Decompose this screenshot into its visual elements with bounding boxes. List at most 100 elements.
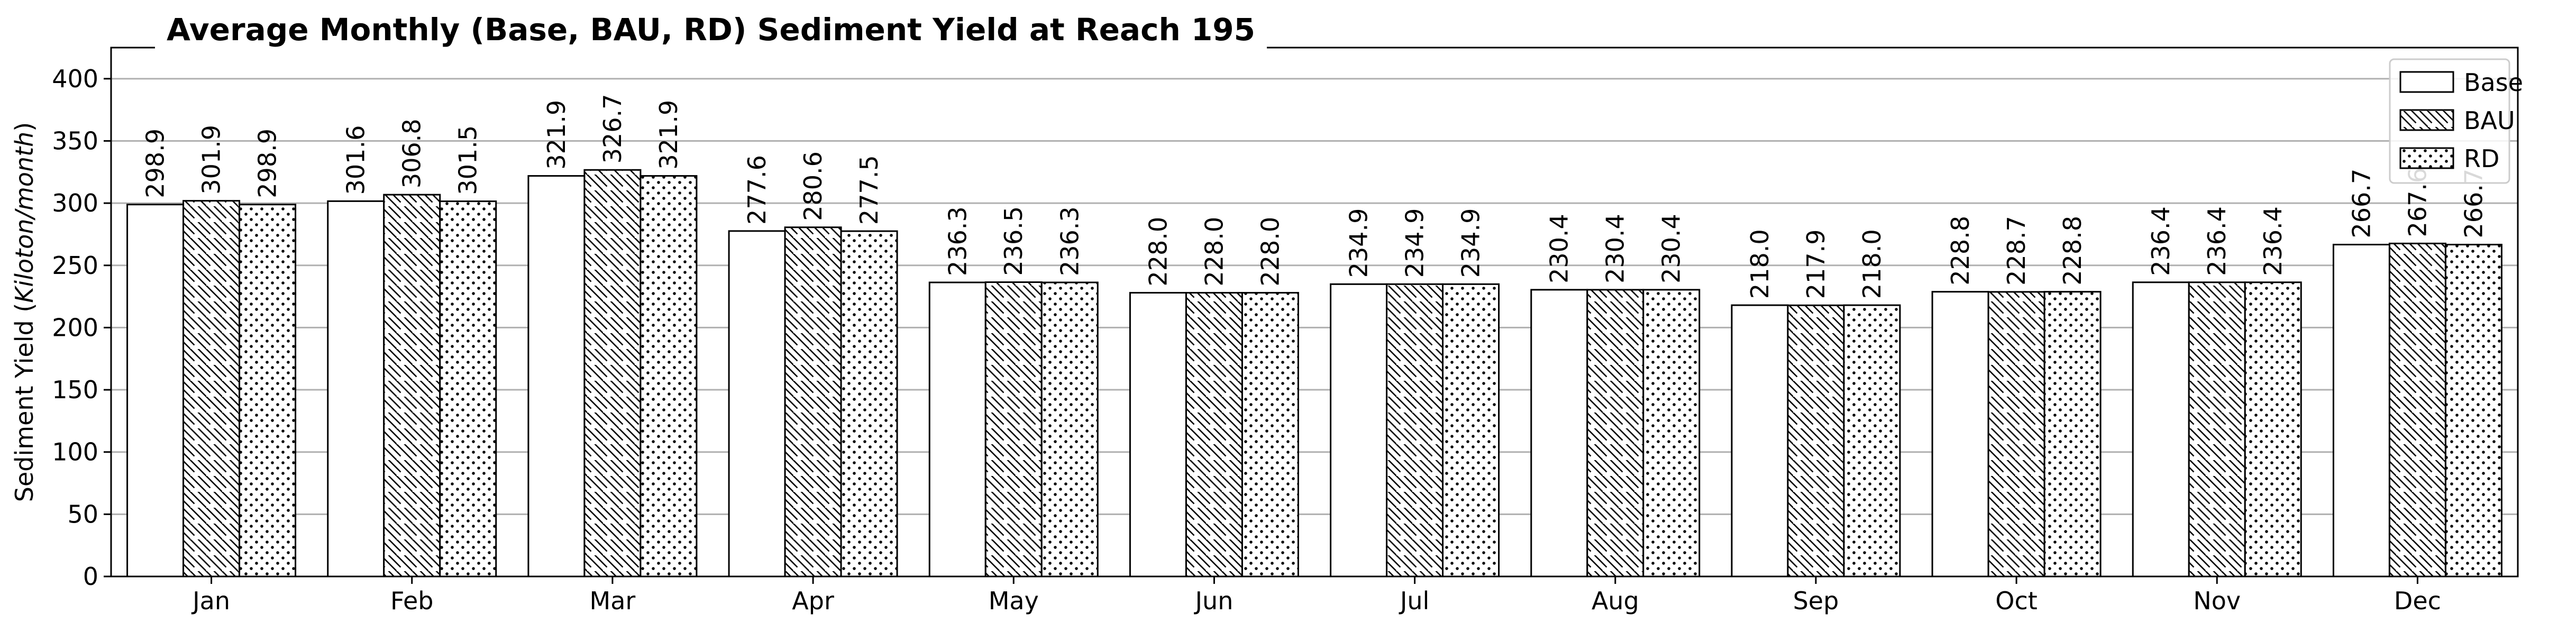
y-gridlines	[111, 78, 2518, 515]
bar-value-label: 236.3	[943, 206, 972, 276]
x-tick-label: Jan	[191, 587, 230, 615]
y-tick-label: 50	[67, 500, 98, 528]
bar-rd-feb	[439, 200, 497, 578]
bar-value-label: 234.9	[1345, 208, 1373, 278]
y-tick-label: 250	[52, 251, 98, 280]
x-tick-label: Dec	[2394, 587, 2441, 615]
x-tick-label: Sep	[1793, 587, 1839, 615]
bar-base-oct	[1931, 291, 1989, 578]
bar-value-label: 228.8	[2058, 216, 2087, 286]
y-tick-label: 0	[83, 562, 98, 591]
y-axis-title-prefix: Sediment Yield (	[10, 303, 39, 502]
bar-bau-sep	[1787, 304, 1845, 578]
bar-bau-jan	[182, 200, 241, 578]
x-tick-label: Feb	[390, 587, 433, 615]
bar-value-label: 228.8	[1946, 216, 1975, 286]
bar-rd-jan	[239, 204, 297, 578]
bar-value-label: 277.6	[743, 155, 771, 225]
bar-bau-may	[984, 281, 1043, 578]
x-tick-label: Oct	[1995, 587, 2038, 615]
bar-value-label: 306.8	[398, 118, 426, 188]
bar-value-label: 298.9	[253, 129, 282, 198]
legend-swatch-base	[2399, 71, 2454, 93]
bar-bau-nov	[2188, 281, 2246, 578]
bar-value-label: 234.9	[1457, 208, 1485, 278]
chart-title: Average Monthly (Base, BAU, RD) Sediment…	[167, 12, 1255, 48]
y-tick-label: 100	[52, 438, 98, 466]
y-tick-label: 150	[52, 375, 98, 404]
bar-value-label: 228.7	[2002, 216, 2031, 286]
legend-swatch-bau	[2399, 109, 2454, 131]
bar-value-label: 236.3	[1055, 206, 1084, 276]
bar-bau-apr	[784, 226, 842, 578]
bar-value-label: 277.5	[855, 155, 883, 225]
bar-bau-jun	[1185, 292, 1243, 578]
x-tick-label: Aug	[1592, 587, 1639, 615]
bar-base-apr	[728, 230, 786, 578]
bar-value-label: 230.4	[1601, 214, 1630, 283]
bar-value-label: 236.4	[2203, 206, 2231, 276]
bar-base-mar	[527, 175, 586, 578]
y-axis: 0 50 100 150 200 250 300 350 400	[52, 65, 111, 591]
bar-value-label: 266.7	[2347, 169, 2376, 239]
x-tick-label: Mar	[590, 587, 636, 615]
x-tick-label: Apr	[792, 587, 834, 615]
bar-bau-jul	[1386, 283, 1444, 578]
legend-label-base: Base	[2464, 68, 2523, 97]
bar-rd-aug	[1642, 289, 1701, 578]
bar-rd-sep	[1843, 304, 1901, 578]
bar-value-label: 228.0	[1200, 217, 1228, 287]
bar-rd-jul	[1442, 283, 1500, 578]
x-tick-label: May	[989, 587, 1039, 615]
bar-base-sep	[1731, 304, 1789, 578]
bar-value-label: 234.9	[1401, 208, 1429, 278]
bar-value-label: 236.5	[999, 206, 1028, 276]
x-tick-label: Nov	[2193, 587, 2241, 615]
bar-value-label: 280.6	[799, 151, 827, 221]
bar-value-labels: 298.9 301.9 298.9 301.6 306.8 301.5 321.9 326.7…	[141, 94, 2488, 299]
y-axis-title-unit: Kiloton/month	[10, 132, 39, 303]
bar-value-label: 321.9	[542, 100, 571, 170]
bar-bau-aug	[1586, 289, 1645, 578]
bar-bau-dec	[2388, 242, 2446, 578]
bar-base-nov	[2132, 281, 2190, 578]
bar-value-label: 236.4	[2259, 206, 2287, 276]
legend-swatch-rd	[2399, 147, 2454, 169]
bar-base-feb	[327, 200, 385, 578]
bar-base-jan	[126, 204, 185, 578]
x-tick-label: Jun	[1193, 587, 1233, 615]
bar-value-label: 301.6	[342, 125, 370, 195]
bar-rd-may	[1040, 281, 1099, 578]
bar-value-label: 301.5	[454, 125, 482, 195]
bar-value-label: 217.9	[1802, 230, 1830, 299]
bar-base-jul	[1330, 283, 1388, 578]
y-axis-title-suffix: )	[10, 122, 39, 132]
bar-value-label: 230.4	[1657, 214, 1686, 283]
y-tick-label: 400	[52, 65, 98, 93]
legend-label-bau: BAU	[2464, 106, 2515, 135]
y-axis-title: Sediment Yield (Kiloton/month)	[10, 122, 39, 502]
bar-value-label: 218.0	[1746, 229, 1774, 299]
bar-base-jun	[1129, 292, 1187, 578]
bar-value-label: 228.0	[1144, 217, 1172, 287]
bar-value-label: 228.0	[1256, 217, 1284, 287]
bar-value-label: 326.7	[598, 94, 627, 164]
bar-bau-oct	[1987, 291, 2045, 578]
bar-base-dec	[2332, 243, 2390, 578]
bar-base-may	[928, 281, 986, 578]
bar-bau-feb	[383, 194, 441, 578]
plot-area-frame	[110, 47, 2519, 578]
bar-value-label: 298.9	[141, 129, 170, 198]
bar-bau-mar	[583, 169, 642, 578]
bar-base-aug	[1530, 289, 1588, 578]
bar-value-label: 321.9	[654, 100, 683, 170]
bar-value-label: 218.0	[1858, 229, 1886, 299]
x-tick-label: Jul	[1399, 587, 1430, 615]
bar-rd-nov	[2244, 281, 2302, 578]
x-axis: Jan Feb Mar Apr May Jun Jul Aug Sep Oct Nov Dec	[191, 576, 2441, 615]
bar-rd-mar	[640, 175, 698, 578]
bar-rd-oct	[2043, 291, 2102, 578]
legend-label-rd: RD	[2464, 144, 2499, 173]
y-tick-label: 200	[52, 313, 98, 342]
